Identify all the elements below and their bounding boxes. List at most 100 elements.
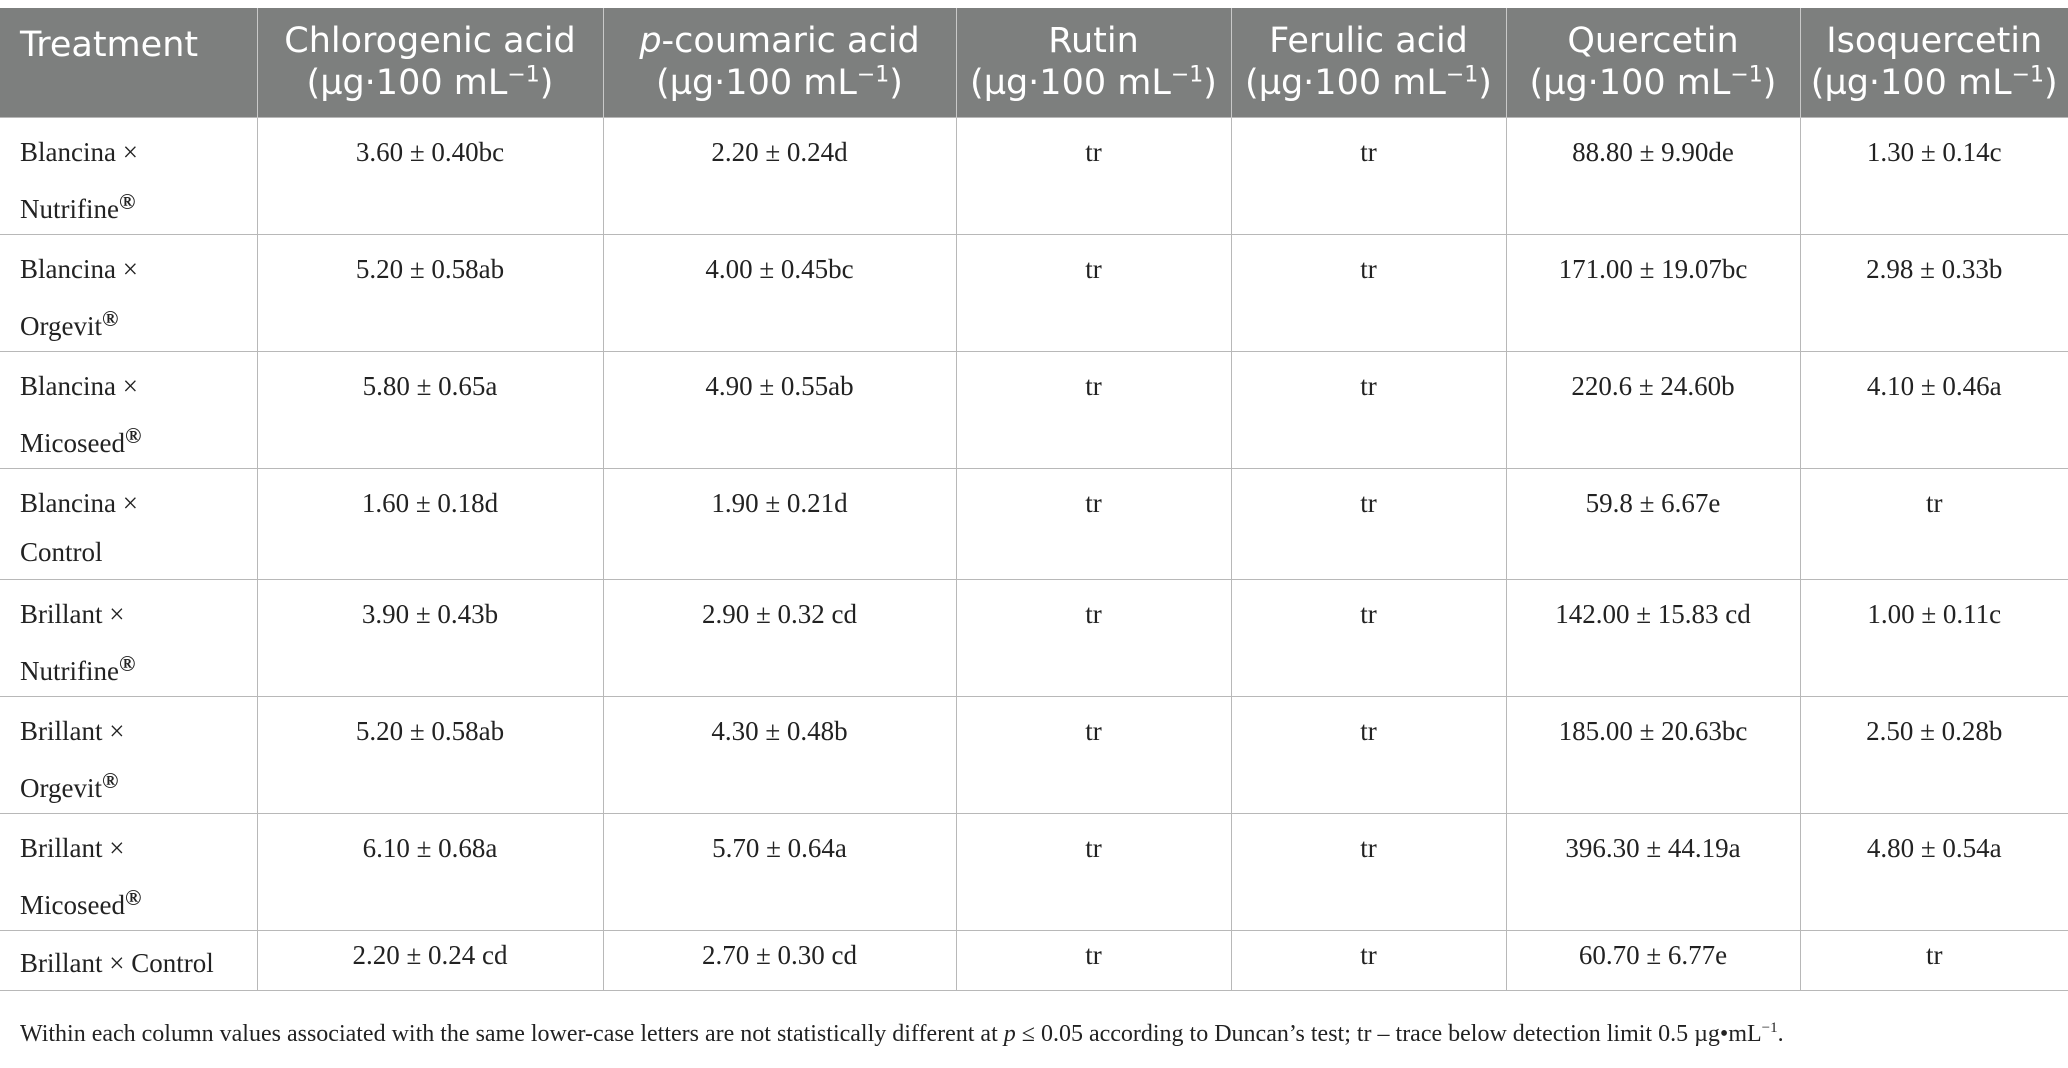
- cell-isoquercetin: 2.50 ± 0.28b: [1799, 695, 2068, 814]
- cell-rutin: tr: [955, 929, 1231, 991]
- data-table-container: Treatment Chlorogenic acid (µg·100 mL−1)…: [0, 8, 2068, 991]
- cell-p-coumaric-acid: 5.70 ± 0.64a: [602, 812, 956, 931]
- cell-ferulic-acid: tr: [1230, 116, 1506, 235]
- cell-quercetin: 396.30 ± 44.19a: [1505, 812, 1800, 931]
- table-row: Blancina × Nutrifine® 3.60 ± 0.40bc 2.20 ± …: [0, 116, 2068, 235]
- cell-chlorogenic-acid: 1.60 ± 0.18d: [256, 467, 603, 580]
- header-label: p-coumaric acid: [639, 21, 920, 62]
- header-rutin: Rutin (µg·100 mL−1): [955, 8, 1231, 117]
- treatment-line-2: Orgevit®: [20, 305, 119, 341]
- cell-chlorogenic-acid: 2.20 ± 0.24 cd: [256, 929, 603, 991]
- header-unit: (µg·100 mL−1): [970, 62, 1217, 104]
- registered-mark: ®: [124, 422, 142, 448]
- treatment-line-1: Blancina ×: [20, 487, 138, 518]
- table-header-row: Treatment Chlorogenic acid (µg·100 mL−1)…: [0, 8, 2068, 117]
- cell-p-coumaric-acid: 1.90 ± 0.21d: [602, 467, 956, 580]
- cell-quercetin: 171.00 ± 19.07bc: [1505, 233, 1800, 352]
- header-unit: (µg·100 mL−1): [1810, 62, 2058, 104]
- table-row: Blancina × Control 1.60 ± 0.18d 1.90 ± 0.21…: [0, 467, 2068, 580]
- cell-ferulic-acid: tr: [1230, 233, 1506, 352]
- cell-quercetin: 220.6 ± 24.60b: [1505, 350, 1800, 469]
- treatment-line-2: Micoseed®: [20, 422, 142, 458]
- table-row: Blancina × Orgevit® 5.20 ± 0.58ab 4.00 ± 0.…: [0, 233, 2068, 352]
- cell-ferulic-acid: tr: [1230, 695, 1506, 814]
- cell-rutin: tr: [955, 233, 1231, 352]
- cell-isoquercetin: 4.10 ± 0.46a: [1799, 350, 2068, 469]
- treatment-line-1: Blancina ×: [20, 136, 138, 167]
- cell-isoquercetin: 1.00 ± 0.11c: [1799, 578, 2068, 697]
- cell-ferulic-acid: tr: [1230, 578, 1506, 697]
- header-label: Rutin: [1048, 21, 1139, 62]
- header-unit: (µg·100 mL−1): [656, 62, 903, 104]
- cell-ferulic-acid: tr: [1230, 350, 1506, 469]
- header-quercetin: Quercetin (µg·100 mL−1): [1505, 8, 1800, 117]
- registered-mark: ®: [118, 188, 136, 214]
- header-treatment: Treatment: [0, 8, 257, 117]
- cell-p-coumaric-acid: 2.20 ± 0.24d: [602, 116, 956, 235]
- header-label: Chlorogenic acid: [284, 21, 576, 62]
- cell-p-coumaric-acid: 2.70 ± 0.30 cd: [602, 929, 956, 991]
- header-ferulic-acid: Ferulic acid (µg·100 mL−1): [1230, 8, 1506, 117]
- cell-ferulic-acid: tr: [1230, 812, 1506, 931]
- treatment-line-1: Brillant ×: [20, 715, 125, 746]
- cell-chlorogenic-acid: 5.20 ± 0.58ab: [256, 233, 603, 352]
- table-footnote: Within each column values associated wit…: [20, 1020, 1784, 1047]
- cell-isoquercetin: tr: [1799, 929, 2068, 991]
- treatment-line-2: Nutrifine®: [20, 188, 136, 224]
- cell-ferulic-acid: tr: [1230, 467, 1506, 580]
- table-row: Blancina × Micoseed® 5.80 ± 0.65a 4.90 ± 0.…: [0, 350, 2068, 469]
- cell-p-coumaric-acid: 4.00 ± 0.45bc: [602, 233, 956, 352]
- header-unit: (µg·100 mL−1): [1529, 62, 1777, 104]
- treatment-line-1: Brillant × Control: [20, 947, 214, 978]
- registered-mark: ®: [102, 305, 119, 331]
- cell-rutin: tr: [955, 467, 1231, 580]
- cell-isoquercetin: 4.80 ± 0.54a: [1799, 812, 2068, 931]
- cell-quercetin: 88.80 ± 9.90de: [1505, 116, 1800, 235]
- cell-chlorogenic-acid: 5.80 ± 0.65a: [256, 350, 603, 469]
- cell-quercetin: 142.00 ± 15.83 cd: [1505, 578, 1800, 697]
- cell-chlorogenic-acid: 3.90 ± 0.43b: [256, 578, 603, 697]
- cell-quercetin: 59.8 ± 6.67e: [1505, 467, 1800, 580]
- treatment-line-1: Brillant ×: [20, 832, 125, 863]
- cell-p-coumaric-acid: 2.90 ± 0.32 cd: [602, 578, 956, 697]
- cell-chlorogenic-acid: 6.10 ± 0.68a: [256, 812, 603, 931]
- treatment-line-2: Nutrifine®: [20, 650, 136, 686]
- cell-ferulic-acid: tr: [1230, 929, 1506, 991]
- treatment-cell: Blancina × Control: [0, 467, 257, 580]
- registered-mark: ®: [118, 650, 136, 676]
- cell-chlorogenic-acid: 5.20 ± 0.58ab: [256, 695, 603, 814]
- cell-isoquercetin: 1.30 ± 0.14c: [1799, 116, 2068, 235]
- cell-rutin: tr: [955, 116, 1231, 235]
- cell-isoquercetin: tr: [1799, 467, 2068, 580]
- treatment-line-1: Blancina ×: [20, 370, 138, 401]
- treatment-cell: Blancina × Micoseed®: [0, 350, 257, 469]
- table-row: Brillant × Micoseed® 6.10 ± 0.68a 5.70 ± 0.…: [0, 812, 2068, 931]
- header-chlorogenic-acid: Chlorogenic acid (µg·100 mL−1): [256, 8, 603, 117]
- cell-isoquercetin: 2.98 ± 0.33b: [1799, 233, 2068, 352]
- cell-rutin: tr: [955, 350, 1231, 469]
- table-row: Brillant × Orgevit® 5.20 ± 0.58ab 4.30 ± 0.…: [0, 695, 2068, 814]
- header-label: Ferulic acid: [1269, 21, 1468, 62]
- treatment-line-2: Control: [20, 536, 103, 567]
- table-body: Blancina × Nutrifine® 3.60 ± 0.40bc 2.20 ± …: [0, 116, 2068, 991]
- treatment-cell: Blancina × Nutrifine®: [0, 116, 257, 235]
- treatment-cell: Blancina × Orgevit®: [0, 233, 257, 352]
- cell-chlorogenic-acid: 3.60 ± 0.40bc: [256, 116, 603, 235]
- treatment-line-1: Brillant ×: [20, 598, 125, 629]
- treatment-cell: Brillant × Micoseed®: [0, 812, 257, 931]
- cell-rutin: tr: [955, 695, 1231, 814]
- cell-p-coumaric-acid: 4.90 ± 0.55ab: [602, 350, 956, 469]
- treatment-cell: Brillant × Orgevit®: [0, 695, 257, 814]
- treatment-line-2: Orgevit®: [20, 767, 119, 803]
- header-label: Treatment: [20, 25, 199, 65]
- cell-rutin: tr: [955, 578, 1231, 697]
- registered-mark: ®: [102, 767, 119, 793]
- treatment-line-1: Blancina ×: [20, 253, 138, 284]
- registered-mark: ®: [124, 884, 142, 910]
- header-unit: (µg·100 mL−1): [1245, 62, 1492, 104]
- header-label: Isoquercetin: [1826, 21, 2043, 62]
- table-row: Brillant × Control 2.20 ± 0.24 cd 2.70 ± 0…: [0, 929, 2068, 991]
- cell-quercetin: 60.70 ± 6.77e: [1505, 929, 1800, 991]
- header-unit: (µg·100 mL−1): [306, 62, 554, 104]
- cell-rutin: tr: [955, 812, 1231, 931]
